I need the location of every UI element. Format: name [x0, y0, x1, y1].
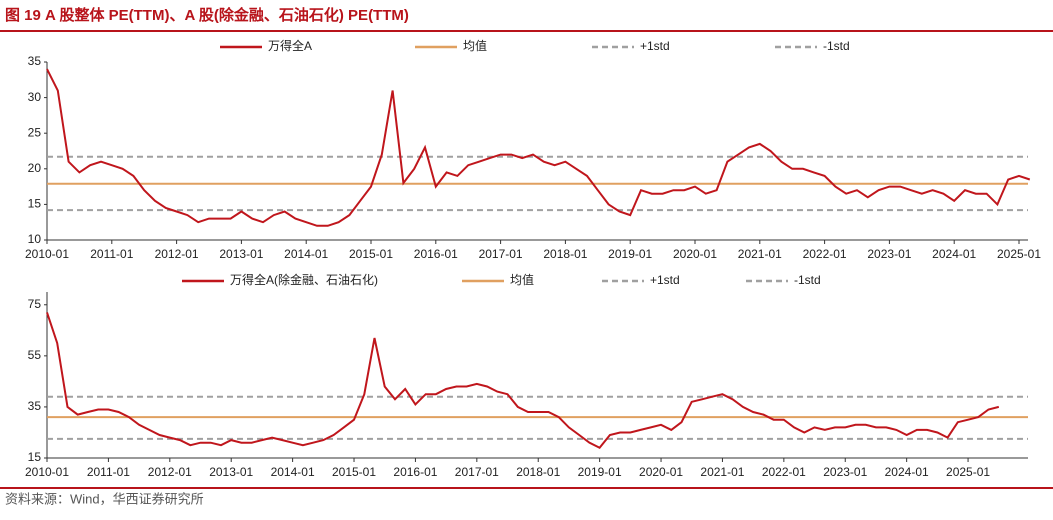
- x-tick-label: 2023-01: [867, 247, 911, 261]
- source-note: 资料来源：Wind，华西证券研究所: [5, 491, 204, 506]
- x-tick-label: 2010-01: [25, 465, 69, 479]
- x-tick-label: 2012-01: [155, 247, 199, 261]
- y-tick-label: 35: [28, 399, 42, 413]
- legend-label: 均值: [463, 38, 487, 53]
- x-tick-label: 2015-01: [332, 465, 376, 479]
- x-tick-label: 2016-01: [414, 247, 458, 261]
- y-tick-label: 75: [28, 297, 42, 311]
- x-tick-label: 2013-01: [219, 247, 263, 261]
- x-tick-label: 2021-01: [700, 465, 744, 479]
- y-tick-label: 10: [28, 232, 42, 246]
- x-tick-label: 2019-01: [608, 247, 652, 261]
- y-tick-label: 15: [28, 197, 42, 211]
- x-tick-label: 2011-01: [90, 247, 133, 261]
- x-tick-label: 2024-01: [885, 465, 929, 479]
- legend-label: +1std: [650, 273, 680, 287]
- data-line: [46, 68, 1031, 227]
- x-tick-label: 2013-01: [209, 465, 253, 479]
- y-tick-label: 55: [28, 348, 42, 362]
- y-tick-label: 15: [28, 450, 42, 464]
- legend-label: 万得全A(除金融、石油石化): [230, 272, 378, 287]
- data-line: [46, 312, 1000, 450]
- x-tick-label: 2024-01: [932, 247, 976, 261]
- x-tick-label: 2018-01: [543, 247, 587, 261]
- x-tick-label: 2023-01: [823, 465, 867, 479]
- figure-title: 图 19 A 股整体 PE(TTM)、A 股(除金融、石油石化) PE(TTM): [5, 6, 409, 24]
- legend-label: -1std: [823, 39, 850, 53]
- y-tick-label: 30: [28, 90, 42, 104]
- x-tick-label: 2017-01: [455, 465, 499, 479]
- x-tick-label: 2019-01: [578, 465, 622, 479]
- x-tick-label: 2022-01: [762, 465, 806, 479]
- y-tick-label: 25: [28, 125, 42, 139]
- x-tick-label: 2010-01: [25, 247, 69, 261]
- x-tick-label: 2017-01: [479, 247, 523, 261]
- x-tick-label: 2020-01: [639, 465, 683, 479]
- x-tick-label: 2015-01: [349, 247, 393, 261]
- x-tick-label: 2011-01: [87, 465, 130, 479]
- x-tick-label: 2018-01: [516, 465, 560, 479]
- x-tick-label: 2021-01: [738, 247, 782, 261]
- legend-label: 均值: [510, 272, 534, 287]
- legend-label: -1std: [794, 273, 821, 287]
- x-tick-label: 2014-01: [284, 247, 328, 261]
- x-tick-label: 2012-01: [148, 465, 192, 479]
- x-tick-label: 2014-01: [271, 465, 315, 479]
- x-tick-label: 2025-01: [946, 465, 990, 479]
- x-tick-label: 2025-01: [997, 247, 1041, 261]
- y-tick-label: 35: [28, 54, 42, 68]
- x-tick-label: 2016-01: [393, 465, 437, 479]
- legend-label: 万得全A: [268, 38, 312, 53]
- legend-label: +1std: [640, 39, 670, 53]
- x-tick-label: 2022-01: [803, 247, 847, 261]
- x-tick-label: 2020-01: [673, 247, 717, 261]
- y-tick-label: 20: [28, 161, 42, 175]
